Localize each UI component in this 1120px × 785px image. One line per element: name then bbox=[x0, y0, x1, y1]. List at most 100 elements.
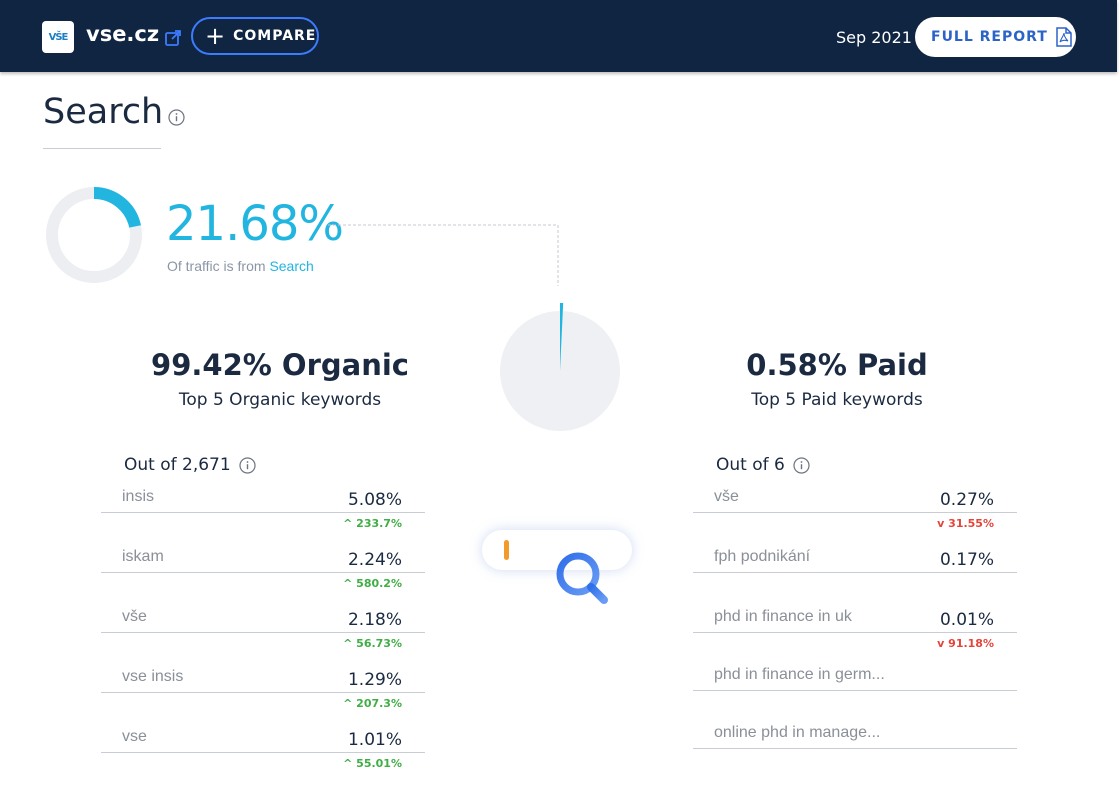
organic-percent: 99.42% bbox=[151, 348, 272, 382]
keyword-row[interactable]: phd in finance in germ... bbox=[693, 660, 1017, 718]
keyword-name: vše bbox=[714, 488, 739, 505]
keyword-change: ^ 207.3% bbox=[343, 697, 402, 710]
caption-source: Search bbox=[269, 258, 314, 274]
keyword-row[interactable]: fph podnikání 0.17% bbox=[693, 542, 1017, 602]
section-title: Search bbox=[43, 92, 164, 132]
info-icon[interactable] bbox=[239, 456, 256, 474]
keyword-name: vše bbox=[122, 608, 147, 625]
row-divider bbox=[693, 572, 1017, 573]
domain-name: vse.cz bbox=[86, 22, 160, 46]
text-caret bbox=[504, 540, 509, 560]
keyword-name: online phd in manage... bbox=[714, 724, 881, 741]
organic-total-label: Out of 2,671 bbox=[124, 455, 231, 475]
organic-subtitle: Top 5 Organic keywords bbox=[178, 390, 382, 410]
keyword-row[interactable]: insis 5.08% ^ 233.7% bbox=[101, 482, 425, 542]
chevron-up-icon: ^ bbox=[343, 517, 357, 530]
full-report-label: FULL REPORT bbox=[931, 29, 1048, 45]
paid-subtitle: Top 5 Paid keywords bbox=[751, 390, 923, 410]
keyword-name: vse bbox=[122, 728, 147, 745]
search-box-illustration bbox=[482, 530, 632, 570]
keyword-change: v 91.18% bbox=[937, 637, 994, 650]
row-divider bbox=[693, 690, 1017, 691]
search-share-caption: Of traffic is from Search bbox=[167, 258, 314, 274]
keyword-name: iskam bbox=[122, 548, 164, 565]
keyword-row[interactable]: iskam 2.24% ^ 580.2% bbox=[101, 542, 425, 602]
info-icon[interactable] bbox=[168, 109, 185, 126]
info-icon[interactable] bbox=[793, 456, 810, 474]
keyword-row[interactable]: vše 0.27% v 31.55% bbox=[693, 482, 1017, 542]
row-divider bbox=[101, 752, 425, 753]
row-divider bbox=[101, 572, 425, 573]
keyword-name: insis bbox=[122, 488, 155, 505]
site-logo[interactable]: VŠE bbox=[42, 21, 74, 53]
change-value: 207.3% bbox=[356, 697, 402, 710]
keyword-share: 1.29% bbox=[347, 670, 402, 690]
row-divider bbox=[693, 748, 1017, 749]
chevron-up-icon: ^ bbox=[343, 637, 357, 650]
keyword-change: ^ 56.73% bbox=[343, 637, 402, 650]
organic-label: Organic bbox=[281, 348, 409, 382]
keyword-share: 0.27% bbox=[939, 490, 994, 510]
keyword-share: 2.18% bbox=[347, 610, 402, 630]
external-link-icon[interactable] bbox=[164, 29, 182, 47]
keyword-change: ^ 580.2% bbox=[343, 577, 402, 590]
keyword-row[interactable]: online phd in manage... bbox=[693, 718, 1017, 778]
top-bar: VŠE vse.cz + COMPARE Sep 2021 FULL REPOR… bbox=[0, 0, 1117, 72]
chevron-down-icon: v bbox=[937, 517, 949, 530]
paid-total: Out of 6 bbox=[716, 455, 810, 475]
paid-keyword-list: vše 0.27% v 31.55% fph podnikání 0.17% p… bbox=[693, 482, 1017, 778]
compare-button[interactable]: + COMPARE bbox=[191, 17, 319, 55]
paid-heading: 0.58% Paid Top 5 Paid keywords bbox=[677, 348, 997, 410]
chevron-up-icon: ^ bbox=[343, 757, 357, 770]
change-value: 580.2% bbox=[356, 577, 402, 590]
row-divider bbox=[101, 692, 425, 693]
keyword-row[interactable]: vše 2.18% ^ 56.73% bbox=[101, 602, 425, 662]
change-value: 31.55% bbox=[948, 517, 994, 530]
plus-icon: + bbox=[205, 22, 226, 50]
search-icon bbox=[556, 552, 608, 604]
keyword-share: 1.01% bbox=[347, 730, 402, 750]
change-value: 91.18% bbox=[948, 637, 994, 650]
keyword-change: ^ 55.01% bbox=[343, 757, 402, 770]
paid-label: Paid bbox=[856, 348, 928, 382]
title-underline bbox=[43, 148, 161, 149]
keyword-change: v 31.55% bbox=[937, 517, 994, 530]
row-divider bbox=[101, 512, 425, 513]
change-value: 56.73% bbox=[356, 637, 402, 650]
change-value: 55.01% bbox=[356, 757, 402, 770]
keyword-share: 0.17% bbox=[939, 550, 994, 570]
chevron-up-icon: ^ bbox=[343, 697, 357, 710]
keyword-share: 2.24% bbox=[347, 550, 402, 570]
row-divider bbox=[693, 512, 1017, 513]
keyword-row[interactable]: phd in finance in uk 0.01% v 91.18% bbox=[693, 602, 1017, 660]
search-share-donut bbox=[46, 187, 142, 283]
search-share-arc bbox=[46, 187, 142, 283]
paid-slice bbox=[560, 303, 564, 371]
paid-title: 0.58% Paid bbox=[677, 348, 997, 382]
organic-total: Out of 2,671 bbox=[124, 455, 256, 475]
row-divider bbox=[693, 632, 1017, 633]
keyword-name: phd in finance in germ... bbox=[714, 666, 885, 683]
full-report-button[interactable]: FULL REPORT bbox=[915, 17, 1076, 57]
chevron-up-icon: ^ bbox=[343, 577, 357, 590]
keyword-name: vse insis bbox=[122, 668, 184, 685]
keyword-row[interactable]: vse 1.01% ^ 55.01% bbox=[101, 722, 425, 782]
paid-percent: 0.58% bbox=[746, 348, 847, 382]
organic-paid-pie bbox=[500, 303, 620, 431]
organic-heading: 99.42% Organic Top 5 Organic keywords bbox=[120, 348, 440, 410]
organic-title: 99.42% Organic bbox=[120, 348, 440, 382]
organic-keyword-list: insis 5.08% ^ 233.7% iskam 2.24% ^ 580.2… bbox=[101, 482, 425, 782]
paid-total-label: Out of 6 bbox=[716, 455, 785, 475]
caption-prefix: Of traffic is from bbox=[167, 258, 266, 274]
keyword-name: phd in finance in uk bbox=[714, 608, 852, 625]
row-divider bbox=[101, 632, 425, 633]
search-share-value: 21.68% bbox=[166, 196, 344, 252]
keyword-share: 5.08% bbox=[347, 490, 402, 510]
chevron-down-icon: v bbox=[937, 637, 949, 650]
pdf-icon bbox=[1056, 27, 1072, 47]
connector-line bbox=[328, 224, 559, 286]
period-label: Sep 2021 bbox=[836, 28, 912, 47]
keyword-row[interactable]: vse insis 1.29% ^ 207.3% bbox=[101, 662, 425, 722]
keyword-change: ^ 233.7% bbox=[343, 517, 402, 530]
keyword-name: fph podnikání bbox=[714, 548, 811, 565]
